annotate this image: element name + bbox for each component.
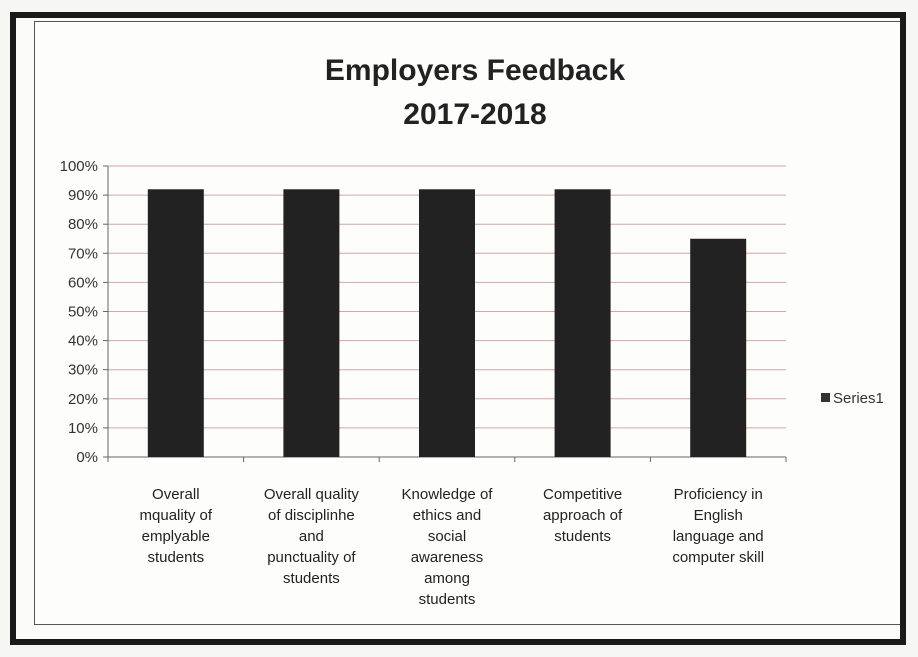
legend-swatch: [821, 393, 830, 402]
y-tick-label: 0%: [76, 449, 98, 466]
x-category-label-line: Overall quality: [264, 486, 360, 503]
bars: [147, 189, 747, 457]
y-tick-label: 20%: [68, 391, 98, 408]
x-category-label-line: English: [694, 507, 743, 524]
bar: [283, 189, 340, 457]
y-tick-labels: 0% 10% 20% 30% 40% 50% 60% 70% 80% 90% 100%: [60, 158, 98, 466]
chart-title-line-1: Employers Feedback: [325, 54, 625, 87]
bar: [147, 189, 204, 457]
x-category-label: Proficiency in English language and compute…: [672, 486, 764, 566]
y-tick-label: 70%: [68, 245, 98, 262]
y-tick-label: 40%: [68, 333, 98, 350]
x-category-label: Knowledge of ethics and social awareness amo…: [402, 486, 494, 608]
y-tick-label: 10%: [68, 420, 98, 437]
y-tick-label: 80%: [68, 216, 98, 233]
x-category-label-line: emplyable: [142, 528, 210, 545]
x-category-label-line: punctuality of: [267, 549, 356, 566]
y-tick-label: 30%: [68, 362, 98, 379]
y-tick-label: 50%: [68, 304, 98, 321]
bar: [419, 189, 475, 457]
x-category-label-line: language and: [673, 528, 764, 545]
x-category-label-line: mquality of: [140, 507, 213, 524]
x-category-label-line: approach of: [543, 507, 623, 524]
chart-title-line-2: 2017-2018: [403, 98, 546, 131]
x-category-label: Overall quality of disciplinhe and punctual…: [264, 486, 360, 587]
x-category-label-line: students: [283, 570, 340, 587]
x-category-label-line: students: [554, 528, 611, 545]
x-category-label-line: ethics and: [413, 507, 481, 524]
legend-label-series1: Series1: [833, 390, 884, 407]
x-category-label-line: students: [419, 591, 476, 608]
y-tick-label: 100%: [60, 158, 98, 175]
x-category-label-line: awareness: [411, 549, 484, 566]
x-category-label-line: computer skill: [672, 549, 764, 566]
x-category-label: Competitive approach of students: [543, 486, 623, 545]
x-category-label-line: Overall: [152, 486, 200, 503]
x-category-label-line: among: [424, 570, 470, 587]
chart-frame: Employers Feedback 2017-2018 0% 10% 20% 30%…: [10, 12, 906, 645]
x-category-label-line: and: [299, 528, 324, 545]
x-category-label: Overall mquality of emplyable students: [140, 486, 213, 566]
y-tick-label: 90%: [68, 187, 98, 204]
legend: Series1: [821, 390, 884, 407]
y-tick-label: 60%: [68, 274, 98, 291]
bar: [554, 189, 611, 457]
x-category-label-line: students: [147, 549, 204, 566]
x-category-label-line: social: [428, 528, 466, 545]
bar: [690, 238, 747, 457]
bar-chart: Employers Feedback 2017-2018 0% 10% 20% 30%…: [60, 54, 884, 608]
x-category-label-line: Knowledge of: [402, 486, 494, 503]
x-category-label-line: of disciplinhe: [268, 507, 355, 524]
x-category-label-line: Competitive: [543, 486, 622, 503]
x-category-labels: Overall mquality of emplyable studentsOvera…: [140, 486, 765, 608]
x-category-label-line: Proficiency in: [674, 486, 763, 503]
